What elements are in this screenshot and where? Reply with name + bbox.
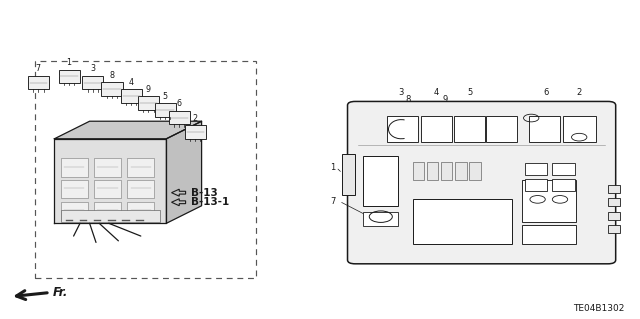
Bar — [342, 153, 355, 195]
Text: 9: 9 — [442, 95, 447, 104]
Bar — [387, 116, 418, 142]
Text: 1: 1 — [67, 58, 72, 67]
Text: 6: 6 — [177, 100, 182, 108]
Text: 4: 4 — [129, 78, 134, 87]
Text: B-13-1: B-13-1 — [191, 197, 229, 207]
Bar — [127, 202, 154, 220]
Bar — [169, 111, 189, 124]
Bar — [608, 185, 620, 193]
Text: 4: 4 — [434, 88, 439, 97]
Bar — [61, 202, 88, 220]
Bar — [421, 116, 452, 142]
Bar — [525, 163, 547, 175]
Bar — [127, 158, 154, 177]
Bar — [28, 76, 49, 89]
Bar — [184, 125, 206, 139]
Text: 3: 3 — [399, 88, 404, 97]
Bar — [469, 162, 481, 180]
Bar — [61, 180, 88, 198]
Bar — [552, 163, 575, 175]
Polygon shape — [166, 121, 202, 223]
Bar — [413, 162, 424, 180]
Text: 8: 8 — [109, 71, 115, 80]
Text: 9: 9 — [146, 85, 151, 94]
Bar — [525, 179, 547, 191]
Bar — [608, 225, 620, 233]
Bar — [120, 89, 142, 103]
Bar — [363, 211, 398, 226]
Bar — [608, 198, 620, 206]
FancyBboxPatch shape — [348, 101, 616, 264]
Bar — [413, 199, 512, 244]
Bar — [94, 202, 121, 220]
Text: 2: 2 — [577, 88, 582, 97]
Text: 2: 2 — [193, 114, 198, 123]
Bar — [552, 179, 575, 191]
Bar — [61, 210, 160, 222]
Text: 8: 8 — [406, 95, 411, 104]
Text: 7: 7 — [330, 197, 335, 206]
Polygon shape — [54, 121, 202, 139]
Bar — [94, 158, 121, 177]
Text: 7: 7 — [36, 64, 41, 73]
Text: B-13: B-13 — [191, 188, 218, 198]
Bar — [59, 70, 80, 83]
Text: Fr.: Fr. — [53, 286, 68, 299]
Bar — [94, 180, 121, 198]
Bar — [522, 225, 576, 244]
Bar — [522, 180, 576, 222]
Text: 1: 1 — [330, 163, 335, 172]
Bar — [127, 180, 154, 198]
Bar — [138, 96, 159, 110]
Bar — [61, 158, 88, 177]
Bar — [155, 103, 175, 117]
Bar — [427, 162, 438, 180]
Bar — [529, 116, 560, 142]
Bar — [454, 116, 485, 142]
Bar — [441, 162, 452, 180]
Text: 3: 3 — [90, 64, 95, 73]
Bar — [363, 156, 398, 206]
Bar — [563, 116, 596, 142]
Bar — [83, 76, 104, 89]
Text: 6: 6 — [543, 88, 548, 97]
Bar — [455, 162, 467, 180]
Text: 5: 5 — [163, 92, 168, 101]
Bar — [486, 116, 517, 142]
Polygon shape — [54, 139, 166, 223]
Text: 5: 5 — [468, 88, 473, 97]
Text: TE04B1302: TE04B1302 — [573, 304, 624, 313]
Bar — [608, 211, 620, 219]
Bar — [35, 61, 256, 278]
Bar — [101, 82, 123, 96]
